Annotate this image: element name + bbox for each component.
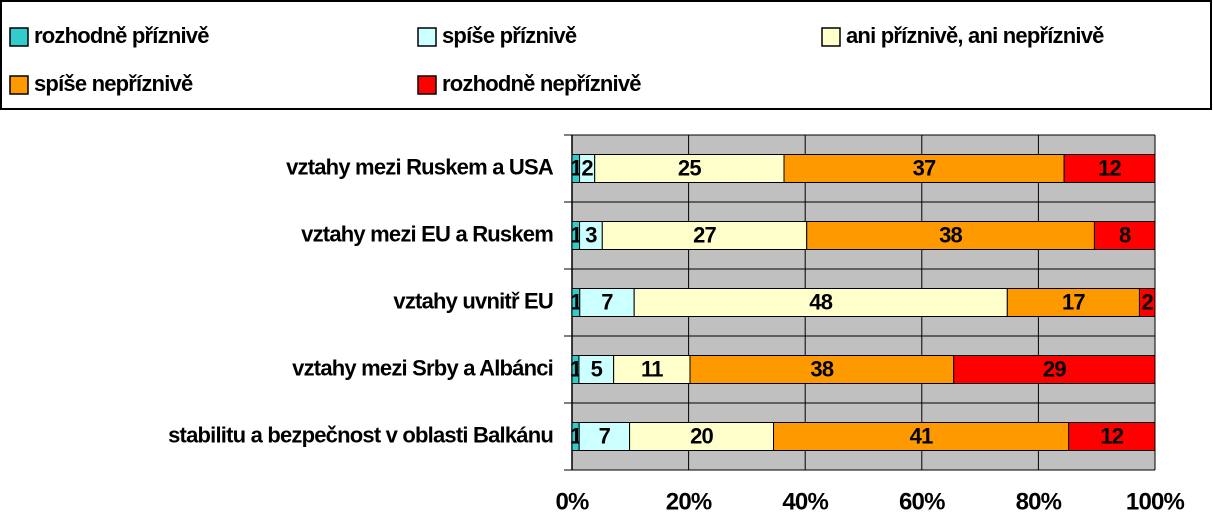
legend-label: ani příznivě, ani nepříznivě — [846, 23, 1104, 48]
data-label: 29 — [1043, 356, 1066, 381]
x-tick-label: 20% — [666, 488, 712, 515]
data-label: 11 — [641, 356, 663, 381]
y-tick-label: vztahy uvnitř EU — [393, 288, 553, 313]
data-label: 27 — [693, 222, 716, 247]
legend-label: spíše nepříznivě — [34, 71, 193, 96]
bar-segment — [783, 154, 1065, 183]
legend-label: rozhodně nepříznivě — [442, 71, 641, 96]
bar-segment — [953, 355, 1156, 384]
bar-segment — [579, 288, 635, 317]
data-label: 17 — [1062, 289, 1085, 314]
bar-segment — [1093, 221, 1156, 250]
legend-label: spíše příznivě — [442, 23, 577, 48]
data-label: 38 — [810, 356, 833, 381]
data-label: 12 — [1098, 155, 1121, 180]
bar-segment — [629, 422, 775, 451]
bar-segment — [773, 422, 1070, 451]
data-label: 38 — [939, 222, 962, 247]
data-label: 48 — [809, 289, 832, 314]
legend-swatch — [9, 27, 29, 47]
bar-segment — [1138, 288, 1156, 317]
data-label: 7 — [599, 423, 611, 448]
bar-segment — [1068, 422, 1156, 451]
legend-swatch — [417, 27, 437, 47]
data-label: 7 — [601, 289, 613, 314]
y-tick-label: stabilitu a bezpečnost v oblasti Balkánu — [168, 422, 553, 447]
data-label: 25 — [678, 155, 701, 180]
legend-box — [0, 0, 1212, 110]
x-tick-label: 80% — [1016, 488, 1062, 515]
data-label: 2 — [581, 155, 593, 180]
legend-swatch — [821, 27, 841, 47]
data-label: 8 — [1119, 222, 1131, 247]
y-tick-label: vztahy mezi Ruskem a USA — [286, 154, 554, 179]
bar-segment — [613, 355, 691, 384]
bar-segment — [578, 422, 631, 451]
legend-swatch — [417, 75, 437, 95]
y-tick-label: vztahy mezi Srby a Albánci — [292, 355, 553, 380]
bar-segment — [1063, 154, 1156, 183]
data-label: 12 — [1100, 423, 1123, 448]
data-label: 5 — [591, 356, 603, 381]
legend-label: rozhodně příznivě — [34, 23, 209, 48]
legend-swatch — [9, 75, 29, 95]
bar-segment — [578, 355, 615, 384]
x-tick-label: 0% — [555, 488, 589, 515]
data-label: 2 — [1142, 289, 1154, 314]
x-tick-label: 60% — [899, 488, 945, 515]
data-label: 41 — [910, 423, 933, 448]
data-label: 20 — [690, 423, 713, 448]
x-tick-label: 40% — [782, 488, 828, 515]
bar-segment — [689, 355, 955, 384]
x-tick-label: 100% — [1126, 488, 1185, 515]
y-tick-label: vztahy mezi EU a Ruskem — [301, 221, 553, 246]
data-label: 37 — [913, 155, 936, 180]
bar-segment — [806, 221, 1095, 250]
data-label: 3 — [585, 222, 597, 247]
